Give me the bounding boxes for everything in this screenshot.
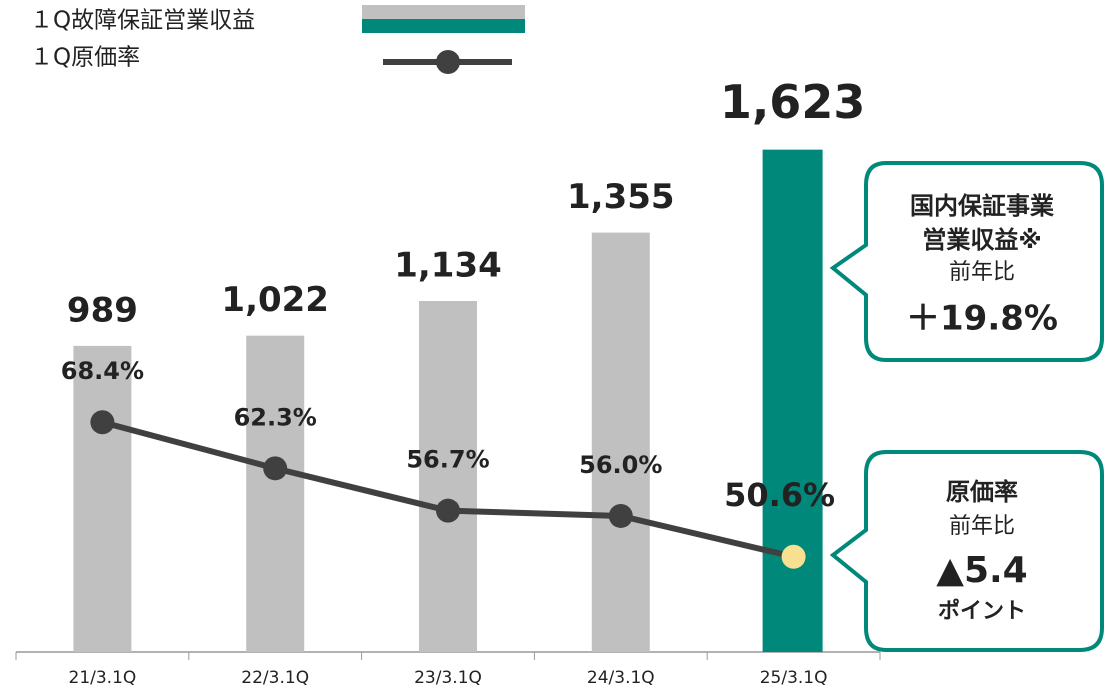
x-tick-label: 21/3.1Q (69, 668, 137, 688)
x-tick-label: 24/3.1Q (587, 668, 655, 688)
legend-marker (436, 50, 460, 74)
callout-text: 国内保証事業 (910, 192, 1054, 220)
callout-text: 営業収益※ (922, 226, 1041, 254)
line-marker (608, 503, 633, 528)
bar (591, 232, 650, 652)
line-marker (781, 544, 806, 569)
callout-text: 前年比 (949, 514, 1015, 539)
line-marker (263, 456, 288, 481)
line-value-label: 62.3% (234, 403, 317, 431)
legend-label: １Q故障保証営業収益 (30, 8, 255, 34)
callout-text: 前年比 (949, 260, 1015, 285)
line-marker (436, 498, 460, 523)
bar-value-label: 1,022 (221, 280, 329, 320)
line-value-label: 50.6% (724, 476, 835, 514)
callout-text: ポイント (938, 598, 1026, 624)
callout-box (829, 161, 1104, 362)
callout-box (829, 450, 1104, 652)
bar-value-label: 1,134 (394, 246, 502, 286)
line-value-label: 56.0% (579, 451, 662, 479)
callout-text: 原価率 (946, 478, 1018, 506)
bar-value-label: 1,355 (567, 177, 675, 217)
bar (73, 345, 132, 652)
line-marker (90, 410, 115, 435)
callout-text: ▲5.4 (936, 550, 1027, 591)
line-value-label: 68.4% (61, 357, 144, 385)
bar (419, 301, 477, 652)
bar (246, 335, 305, 652)
x-tick-label: 22/3.1Q (241, 668, 309, 688)
bar-value-label: 989 (67, 290, 138, 330)
line-value-label: 56.7% (406, 446, 489, 474)
legend-label: １Q原価率 (30, 45, 140, 71)
legend-swatch (362, 5, 525, 19)
x-tick-label: 23/3.1Q (414, 668, 482, 688)
x-tick-label: 25/3.1Q (760, 668, 828, 688)
bar-value-label: 1,623 (720, 75, 866, 129)
bar (762, 149, 823, 652)
callout-text: ＋19.8% (906, 299, 1058, 339)
legend-swatch (362, 19, 525, 33)
